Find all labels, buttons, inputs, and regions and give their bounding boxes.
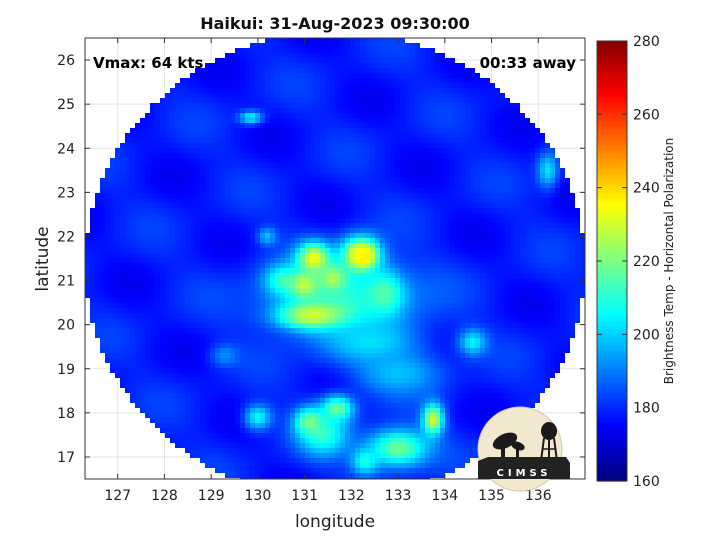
y-tick-label: 22 [57, 229, 75, 245]
x-tick-label: 127 [104, 488, 131, 504]
time-away-annotation: 00:33 away [480, 54, 577, 72]
x-tick-label: 129 [198, 488, 225, 504]
colorbar-tick-label: 180 [633, 401, 660, 417]
y-tick-label: 23 [57, 185, 75, 201]
y-tick-label: 24 [57, 141, 75, 157]
y-tick-label: 26 [57, 53, 75, 69]
chart-title: Haikui: 31-Aug-2023 09:30:00 [200, 14, 470, 33]
colorbar-tick-label: 160 [633, 474, 660, 490]
x-tick-label: 135 [478, 488, 505, 504]
y-tick-label: 21 [57, 274, 75, 290]
y-tick-label: 18 [57, 406, 75, 422]
x-tick-label: 134 [431, 488, 458, 504]
vmax-annotation: Vmax: 64 kts [93, 54, 203, 72]
x-tick-label: 128 [151, 488, 178, 504]
colorbar-tick-label: 200 [633, 327, 660, 343]
y-axis-label: latitude [33, 226, 53, 291]
x-axis-label: longitude [295, 512, 375, 532]
colorbar-tick-label: 280 [633, 34, 660, 50]
y-tick-label: 25 [57, 97, 75, 113]
colorbar-tick-label: 240 [633, 181, 660, 197]
x-tick-label: 132 [338, 488, 365, 504]
colorbar-tick-label: 220 [633, 254, 660, 270]
x-tick-label: 130 [245, 488, 272, 504]
logo-text: CIMSS [497, 468, 552, 479]
colorbar-tick-label: 260 [633, 107, 660, 123]
y-tick-label: 17 [57, 450, 75, 466]
colorbar-label: Brightness Temp - Horizontal Polarizatio… [662, 138, 676, 385]
y-tick-label: 20 [57, 318, 75, 334]
y-tick-label: 19 [57, 362, 75, 378]
x-tick-label: 131 [291, 488, 318, 504]
x-tick-label: 133 [385, 488, 412, 504]
